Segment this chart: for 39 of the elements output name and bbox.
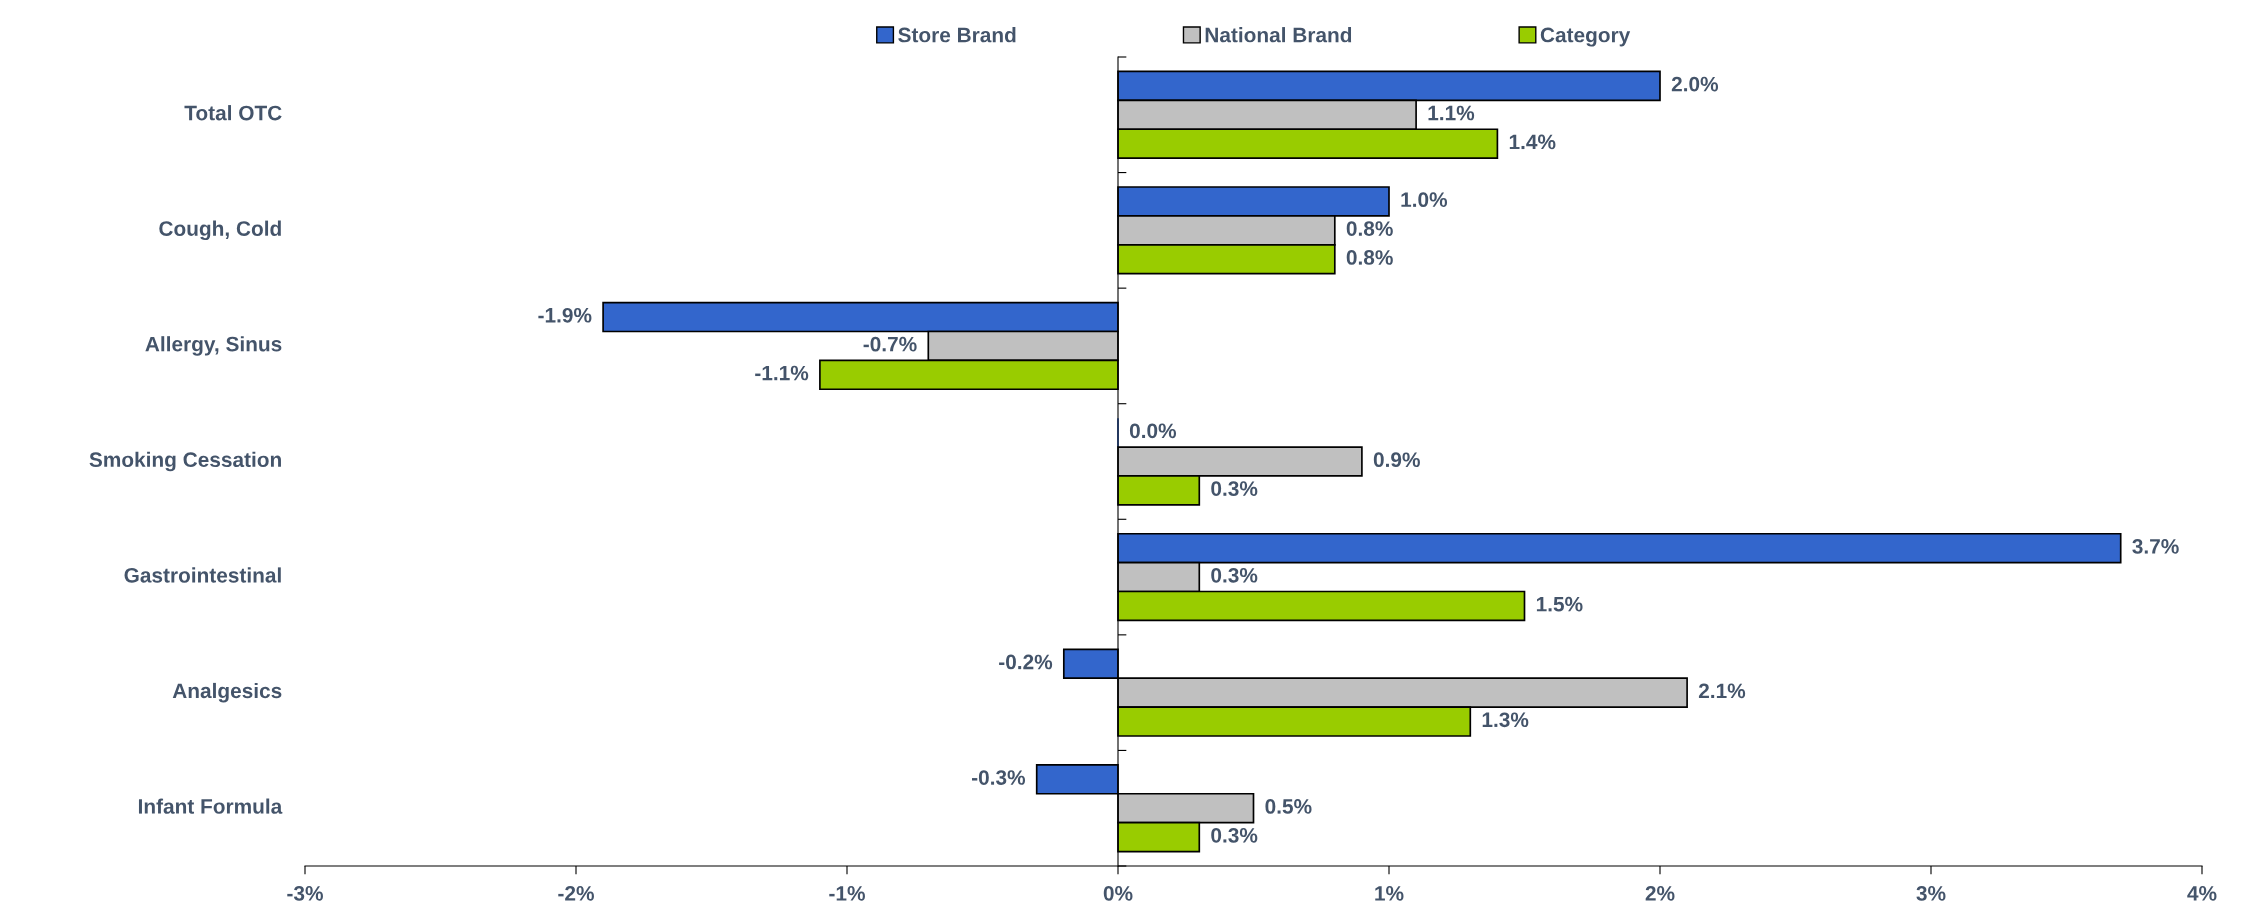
legend-label: National Brand xyxy=(1205,27,1352,43)
data-label: 1.0% xyxy=(1401,192,1448,208)
data-label: -1.9% xyxy=(538,307,592,323)
data-label: 1.1% xyxy=(1428,105,1475,121)
x-tick-label: 2% xyxy=(1645,885,1675,901)
data-label: 2.0% xyxy=(1671,76,1719,92)
x-tick-label: -1% xyxy=(829,886,865,901)
data-label: 0.8% xyxy=(1346,221,1393,236)
data-label: -0.7% xyxy=(863,336,917,352)
y-tick-label: Total OTC xyxy=(184,105,282,121)
data-label: 1.4% xyxy=(1509,134,1556,150)
data-label: -0.2% xyxy=(999,654,1053,670)
x-tick-label: 0% xyxy=(1103,885,1133,901)
y-tick-label: Analgesics xyxy=(172,682,282,703)
data-label: 0.3% xyxy=(1211,827,1258,843)
data-label: 0.3% xyxy=(1211,567,1258,583)
data-label: 3.7% xyxy=(2132,539,2179,554)
x-tick-label: -3% xyxy=(287,885,323,901)
data-label: 0.0% xyxy=(1129,423,1177,439)
x-tick-label: 3% xyxy=(1916,885,1946,901)
y-tick-label: Cough, Cold xyxy=(159,220,281,241)
legend-label: Category xyxy=(1540,27,1631,47)
data-label: 0.5% xyxy=(1265,799,1312,814)
legend-label: Store Brand xyxy=(898,27,1016,43)
y-tick-label: Infant Formula xyxy=(138,798,283,814)
x-tick-label: 4% xyxy=(2187,886,2217,901)
y-tick-label: Smoking Cessation xyxy=(89,451,281,472)
y-tick-label: Gastrointestinal xyxy=(124,567,281,583)
x-tick-label: -2% xyxy=(558,885,594,901)
data-label: 0.3% xyxy=(1211,481,1258,497)
data-label: 1.3% xyxy=(1482,712,1529,728)
data-label: -1.1% xyxy=(755,365,809,381)
data-label: -0.3% xyxy=(971,770,1026,785)
data-label: 2.1% xyxy=(1698,683,1746,699)
data-label: 0.9% xyxy=(1373,452,1420,468)
data-label: 0.8% xyxy=(1346,250,1393,265)
y-tick-label: Allergy, Sinus xyxy=(145,336,282,356)
x-tick-label: 1% xyxy=(1375,886,1404,901)
data-label: 1.5% xyxy=(1536,596,1583,612)
